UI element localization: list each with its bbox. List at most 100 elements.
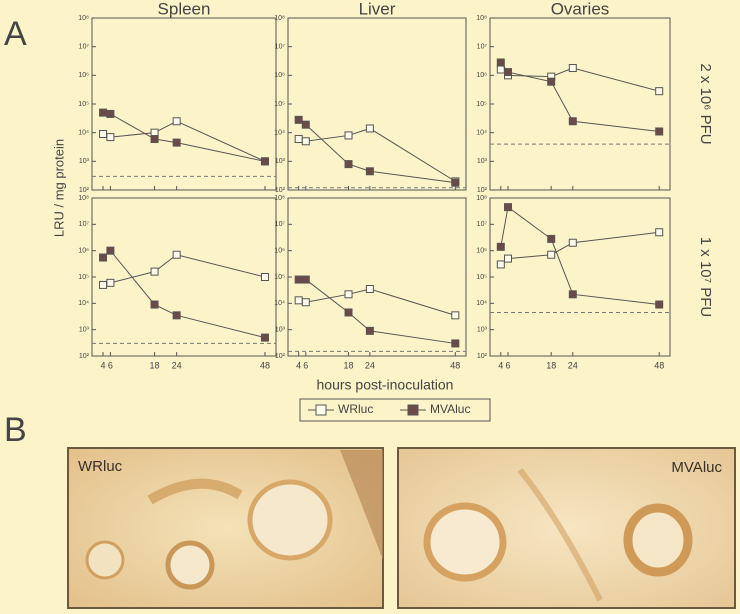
y-tick-label: 10⁴ [78,130,89,137]
data-point [568,64,577,73]
data-point [301,120,310,129]
data-point [172,311,181,320]
legend-label: WRluc [338,402,373,416]
x-tick-label: 24 [172,360,182,370]
series-line: WRluc [500,67,660,92]
data-point [106,133,115,142]
series-line [102,112,266,162]
panel-label: B [4,411,27,449]
data-point [172,250,181,259]
data-point [504,254,512,263]
x-tick-label: 48 [260,360,270,370]
data-point [150,135,159,144]
y-tick-label: 10³ [275,327,286,334]
series-line: WRluc [500,231,660,265]
data-point [172,138,181,147]
series-line: MVAluc [500,206,660,306]
y-tick-label: 10⁵ [274,101,285,108]
x-tick-label: 18 [546,360,556,370]
micrograph [67,447,384,609]
x-tick-label: 4 [296,360,301,370]
column-title: Ovaries [551,0,610,18]
x-tick-label: 6 [108,360,113,370]
data-point [99,280,108,289]
y-tick-label: 10⁵ [476,101,487,108]
series-line: MVAluc [102,249,266,339]
legend-label: MVAluc [430,402,470,416]
y-tick-label: 10⁴ [476,130,487,137]
data-point [547,234,556,243]
x-tick-label: 18 [344,360,354,370]
y-tick-label: 10⁸ [274,195,285,202]
data-point [301,298,310,307]
plot-frame [287,17,467,191]
data-point [150,267,159,276]
y-tick-label: 10⁶ [274,248,285,255]
y-tick-label: 10³ [79,327,90,334]
data-point [365,326,374,335]
y-tick-label: 10⁵ [476,274,487,281]
data-point [150,300,159,309]
y-tick-label: 10⁸ [274,15,285,22]
data-point [655,300,664,309]
series-line: WRluc [102,254,266,286]
data-point [504,68,512,77]
data-point [568,238,577,247]
row-label: 2 x 10⁶ PFU [697,63,714,144]
y-tick-label: 10⁸ [476,15,487,22]
y-tick-label: 10⁶ [476,248,487,255]
row-label: 1 x 10⁷ PFU [697,237,714,317]
data-point [260,157,269,166]
image-label: MVAluc [671,459,722,476]
y-tick-label: 10⁵ [78,101,89,108]
y-tick-label: 10² [79,187,90,194]
x-tick-label: 6 [505,360,510,370]
data-point [365,167,374,176]
data-point [260,273,269,281]
y-tick-label: 10⁶ [476,72,487,79]
y-tick-label: 10⁷ [275,221,286,228]
data-point [496,260,505,269]
image-label: WRluc [78,458,123,475]
series-line [102,120,266,162]
data-point [301,137,310,146]
x-tick-label: 48 [450,360,460,370]
y-tick-label: 10³ [275,158,286,165]
plot-frame [489,197,671,357]
data-point [294,115,303,124]
series-line: MVAluc [500,62,660,132]
data-point [451,178,460,187]
legend-marker [315,404,327,416]
x-tick-label: 24 [568,360,578,370]
data-point [99,253,108,262]
plot-frame [91,197,277,357]
x-tick-label: 4 [101,360,106,370]
y-tick-label: 10² [275,187,286,194]
data-point [294,275,303,284]
data-point [294,135,303,144]
data-point [344,290,353,299]
y-tick-label: 10⁷ [275,44,286,51]
data-point [294,296,303,305]
data-point [106,246,115,255]
y-tick-label: 10⁶ [78,72,89,79]
plot-frame [91,17,277,191]
y-tick-label: 10⁴ [274,300,285,307]
y-tick-label: 10⁴ [476,300,487,307]
y-tick-label: 10³ [477,158,488,165]
y-tick-label: 10⁷ [79,221,90,228]
data-point [568,290,577,299]
x-tick-label: 48 [654,360,664,370]
y-tick-label: 10⁸ [78,195,89,202]
data-point [365,285,374,294]
data-point [547,250,556,259]
data-point [451,311,460,320]
series-line: WRluc [298,127,456,182]
y-axis-label: LRU / mg protein [51,139,66,237]
legend-box [299,398,491,422]
data-point [106,278,115,287]
x-tick-label: 24 [365,360,375,370]
column-title: Liver [359,0,396,18]
